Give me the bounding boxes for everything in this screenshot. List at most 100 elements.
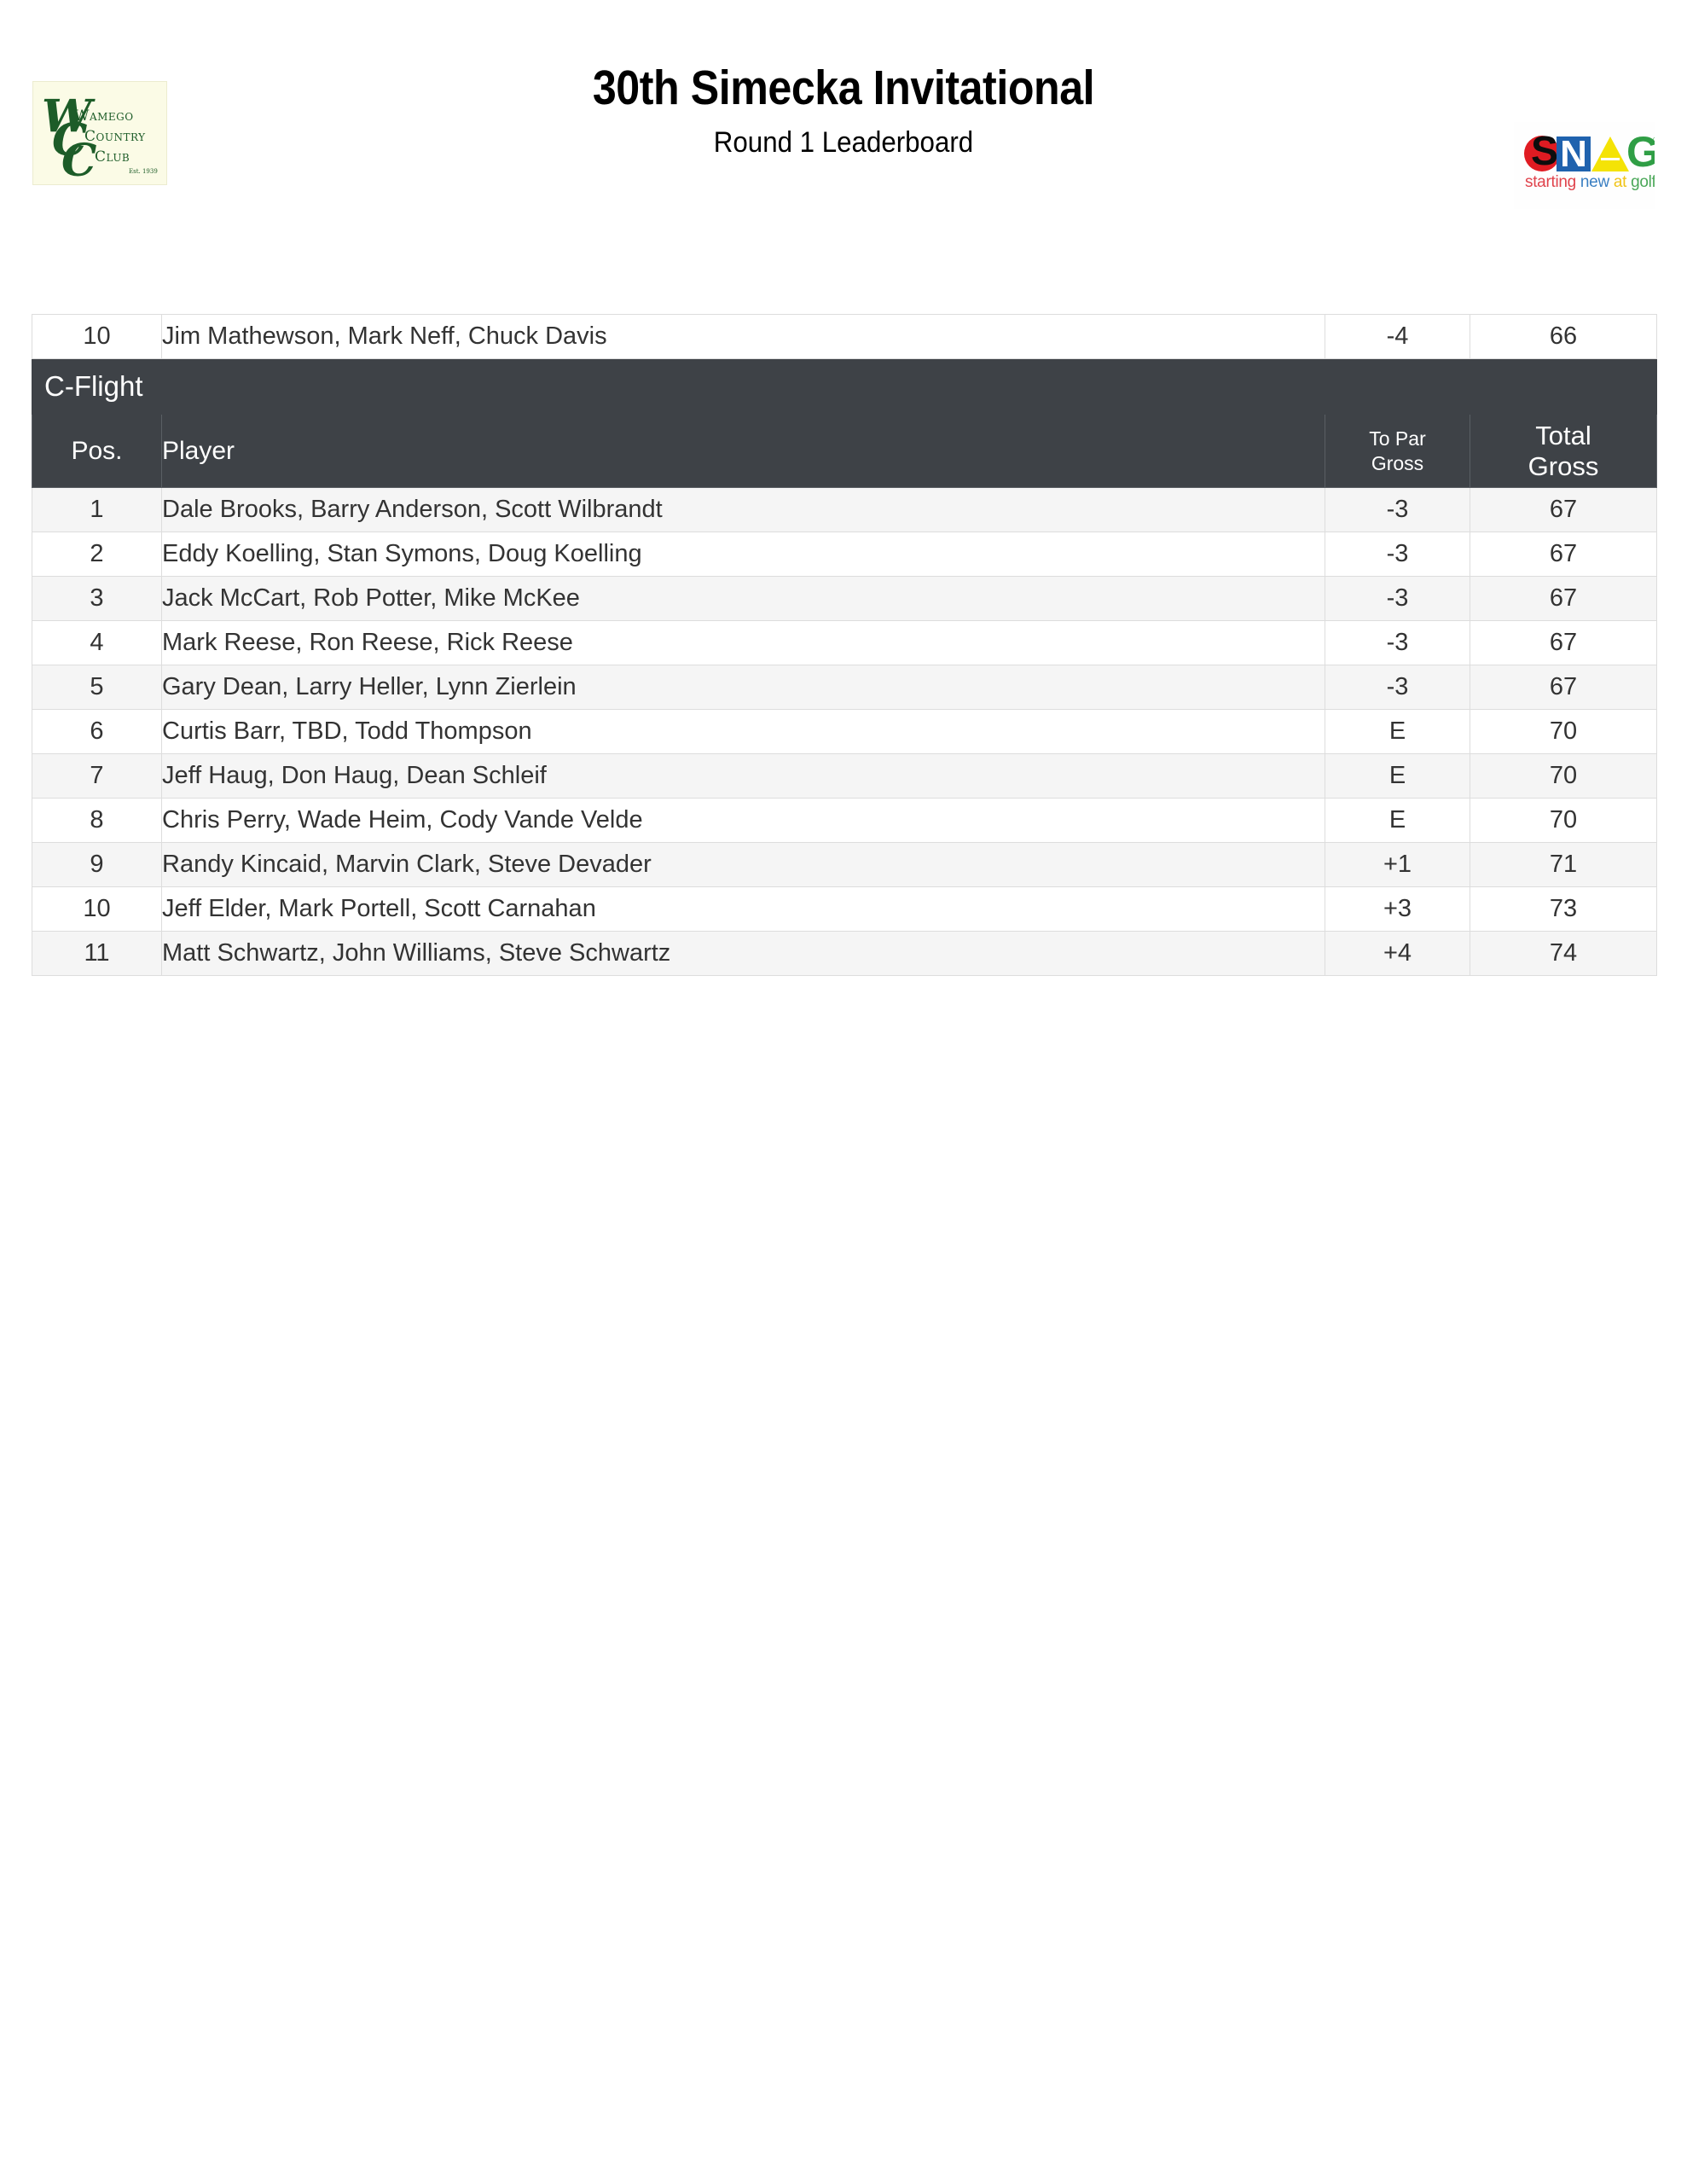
flight-banner-row: C-Flight xyxy=(32,358,1657,415)
cell-player: Matt Schwartz, John Williams, Steve Schw… xyxy=(161,931,1325,976)
cell-to-par-gross: -3 xyxy=(1325,665,1470,710)
cell-total-gross: 67 xyxy=(1470,531,1657,577)
cell-to-par-gross: E xyxy=(1325,798,1470,843)
snag-yellow-triangle-icon xyxy=(1591,136,1629,171)
snag-tagline-word-starting: starting xyxy=(1525,173,1576,191)
table-row: 8 Chris Perry, Wade Heim, Cody Vande Veld… xyxy=(32,798,1657,843)
wcc-monogram-w: W xyxy=(42,90,92,142)
wcc-monogram-c2: C xyxy=(61,135,97,185)
cell-to-par-gross: +4 xyxy=(1325,931,1470,976)
table-row-carryover: 10 Jim Mathewson, Mark Neff, Chuck Davis… xyxy=(32,314,1657,359)
column-header-total-gross-line2: Gross xyxy=(1528,450,1599,481)
cell-to-par-gross: E xyxy=(1325,753,1470,799)
wcc-word-country: Country xyxy=(84,128,146,145)
cell-player: Mark Reese, Ron Reese, Rick Reese xyxy=(161,620,1325,665)
cell-position: 3 xyxy=(32,576,162,621)
wcc-monogram-c1: C xyxy=(52,114,88,166)
cell-to-par-gross: -3 xyxy=(1325,576,1470,621)
table-header-row: Pos. Player To Par Gross Total Gross xyxy=(32,414,1657,488)
snag-tagline-word-golf: golf xyxy=(1631,173,1655,191)
snag-logo: S N G ® starting new at golf xyxy=(1514,122,1655,209)
cell-to-par-gross: -3 xyxy=(1325,487,1470,532)
cell-to-par-gross: E xyxy=(1325,709,1470,754)
wcc-word-club: Club xyxy=(95,148,130,166)
registered-trademark-icon: ® xyxy=(1653,136,1655,146)
wcc-established-text: Est. 1939 xyxy=(129,168,158,175)
cell-to-par-gross: -3 xyxy=(1325,620,1470,665)
cell-total-gross: 74 xyxy=(1470,931,1657,976)
cell-to-par-gross: +1 xyxy=(1325,842,1470,887)
snag-tagline-word-new: new xyxy=(1580,173,1609,191)
leaderboard-table: 10 Jim Mathewson, Mark Neff, Chuck Davis… xyxy=(32,314,1657,976)
table-row: 6 Curtis Barr, TBD, Todd Thompson E 70 xyxy=(32,709,1657,754)
cell-player: Chris Perry, Wade Heim, Cody Vande Velde xyxy=(161,798,1325,843)
column-header-total-gross[interactable]: Total Gross xyxy=(1470,414,1657,488)
column-header-to-par-gross-line1: To Par xyxy=(1369,427,1426,450)
cell-position: 10 xyxy=(32,314,162,359)
column-header-position[interactable]: Pos. xyxy=(32,414,162,488)
snag-letter-a-crossbar xyxy=(1601,158,1620,160)
table-row: 11 Matt Schwartz, John Williams, Steve Sc… xyxy=(32,931,1657,976)
snag-red-circle-icon xyxy=(1524,136,1560,171)
cell-player: Randy Kincaid, Marvin Clark, Steve Devad… xyxy=(161,842,1325,887)
wcc-logo-artwork: W C C Wamego Country Club Est. 1939 xyxy=(33,82,166,184)
table-row: 10 Jeff Elder, Mark Portell, Scott Carnah… xyxy=(32,886,1657,932)
cell-player: Jeff Haug, Don Haug, Dean Schleif xyxy=(161,753,1325,799)
cell-to-par-gross: +3 xyxy=(1325,886,1470,932)
cell-position: 8 xyxy=(32,798,162,843)
cell-position: 11 xyxy=(32,931,162,976)
cell-to-par-gross: -4 xyxy=(1325,314,1470,359)
snag-tagline: starting new at golf xyxy=(1525,173,1655,192)
cell-player: Eddy Koelling, Stan Symons, Doug Koellin… xyxy=(161,531,1325,577)
leaderboard-body: 10 Jim Mathewson, Mark Neff, Chuck Davis… xyxy=(32,314,1657,976)
snag-letter-g: G xyxy=(1626,128,1655,176)
column-header-to-par-gross-line2: Gross xyxy=(1371,451,1424,474)
page-header: W C C Wamego Country Club Est. 1939 30th… xyxy=(0,0,1687,252)
cell-position: 1 xyxy=(32,487,162,532)
cell-player: Dale Brooks, Barry Anderson, Scott Wilbr… xyxy=(161,487,1325,532)
snag-letter-n: N xyxy=(1560,133,1587,175)
cell-position: 4 xyxy=(32,620,162,665)
cell-total-gross: 66 xyxy=(1470,314,1657,359)
cell-total-gross: 70 xyxy=(1470,709,1657,754)
cell-total-gross: 67 xyxy=(1470,576,1657,621)
snag-blue-block-icon: N xyxy=(1557,133,1591,175)
snag-letter-s: S xyxy=(1531,129,1559,174)
cell-total-gross: 67 xyxy=(1470,620,1657,665)
cell-position: 6 xyxy=(32,709,162,754)
cell-player: Curtis Barr, TBD, Todd Thompson xyxy=(161,709,1325,754)
cell-position: 5 xyxy=(32,665,162,710)
snag-tagline-word-at: at xyxy=(1613,173,1627,191)
page-title: 30th Simecka Invitational xyxy=(592,61,1095,115)
table-row: 9 Randy Kincaid, Marvin Clark, Steve Deva… xyxy=(32,842,1657,887)
leaderboard-container: 10 Jim Mathewson, Mark Neff, Chuck Davis… xyxy=(32,314,1657,976)
cell-total-gross: 73 xyxy=(1470,886,1657,932)
header-titles: 30th Simecka Invitational Round 1 Leader… xyxy=(0,0,1687,160)
table-row: 4 Mark Reese, Ron Reese, Rick Reese -3 67 xyxy=(32,620,1657,665)
table-row: 5 Gary Dean, Larry Heller, Lynn Zierlein -… xyxy=(32,665,1657,710)
cell-total-gross: 70 xyxy=(1470,798,1657,843)
cell-total-gross: 70 xyxy=(1470,753,1657,799)
cell-position: 7 xyxy=(32,753,162,799)
table-row: 1 Dale Brooks, Barry Anderson, Scott Wilb… xyxy=(32,487,1657,532)
cell-total-gross: 67 xyxy=(1470,665,1657,710)
cell-player: Gary Dean, Larry Heller, Lynn Zierlein xyxy=(161,665,1325,710)
cell-to-par-gross: -3 xyxy=(1325,531,1470,577)
column-header-player[interactable]: Player xyxy=(161,414,1325,488)
column-header-to-par-gross[interactable]: To Par Gross xyxy=(1325,414,1470,488)
snag-logo-artwork: S N G ® xyxy=(1524,129,1655,175)
cell-position: 10 xyxy=(32,886,162,932)
table-row: 2 Eddy Koelling, Stan Symons, Doug Koelli… xyxy=(32,531,1657,577)
cell-position: 9 xyxy=(32,842,162,887)
table-row: 7 Jeff Haug, Don Haug, Dean Schleif E 70 xyxy=(32,753,1657,799)
page-subtitle: Round 1 Leaderboard xyxy=(713,126,974,159)
cell-total-gross: 67 xyxy=(1470,487,1657,532)
cell-player: Jack McCart, Rob Potter, Mike McKee xyxy=(161,576,1325,621)
cell-total-gross: 71 xyxy=(1470,842,1657,887)
cell-player: Jim Mathewson, Mark Neff, Chuck Davis xyxy=(161,314,1325,359)
cell-position: 2 xyxy=(32,531,162,577)
wamego-country-club-logo: W C C Wamego Country Club Est. 1939 xyxy=(32,81,167,185)
cell-player: Jeff Elder, Mark Portell, Scott Carnahan xyxy=(161,886,1325,932)
wcc-word-wamego: Wamego xyxy=(74,107,134,125)
flight-label: C-Flight xyxy=(32,358,1657,415)
